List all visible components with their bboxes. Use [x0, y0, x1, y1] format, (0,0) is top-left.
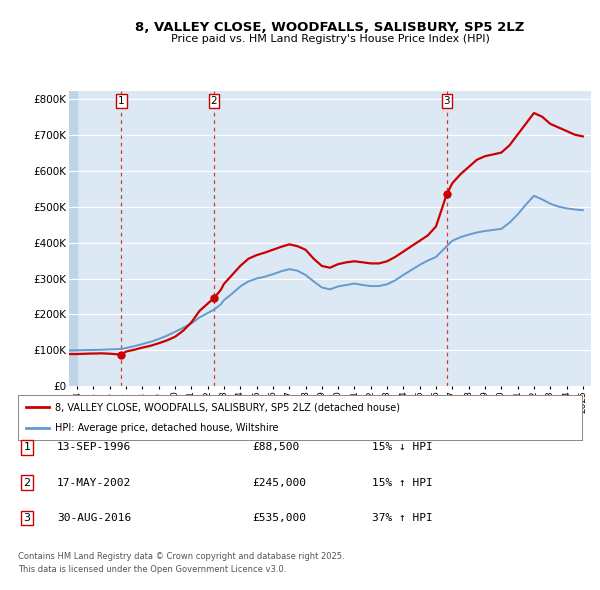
- Text: 37% ↑ HPI: 37% ↑ HPI: [372, 513, 433, 523]
- Text: 1: 1: [118, 96, 125, 106]
- Text: 2: 2: [211, 96, 217, 106]
- Text: £535,000: £535,000: [252, 513, 306, 523]
- Text: 2: 2: [23, 478, 31, 487]
- Text: 8, VALLEY CLOSE, WOODFALLS, SALISBURY, SP5 2LZ (detached house): 8, VALLEY CLOSE, WOODFALLS, SALISBURY, S…: [55, 402, 400, 412]
- Text: 13-SEP-1996: 13-SEP-1996: [57, 442, 131, 452]
- Text: HPI: Average price, detached house, Wiltshire: HPI: Average price, detached house, Wilt…: [55, 422, 278, 432]
- Bar: [69, 91, 77, 386]
- Text: 17-MAY-2002: 17-MAY-2002: [57, 478, 131, 487]
- Text: 30-AUG-2016: 30-AUG-2016: [57, 513, 131, 523]
- Text: This data is licensed under the Open Government Licence v3.0.: This data is licensed under the Open Gov…: [18, 565, 286, 575]
- Text: 15% ↓ HPI: 15% ↓ HPI: [372, 442, 433, 452]
- Bar: [69, 91, 77, 386]
- Text: Contains HM Land Registry data © Crown copyright and database right 2025.: Contains HM Land Registry data © Crown c…: [18, 552, 344, 561]
- Text: 3: 3: [23, 513, 31, 523]
- Text: 8, VALLEY CLOSE, WOODFALLS, SALISBURY, SP5 2LZ: 8, VALLEY CLOSE, WOODFALLS, SALISBURY, S…: [136, 21, 524, 34]
- Text: £88,500: £88,500: [252, 442, 299, 452]
- Text: 3: 3: [443, 96, 450, 106]
- Text: 1: 1: [23, 442, 31, 452]
- Text: Price paid vs. HM Land Registry's House Price Index (HPI): Price paid vs. HM Land Registry's House …: [170, 34, 490, 44]
- Text: £245,000: £245,000: [252, 478, 306, 487]
- Text: 15% ↑ HPI: 15% ↑ HPI: [372, 478, 433, 487]
